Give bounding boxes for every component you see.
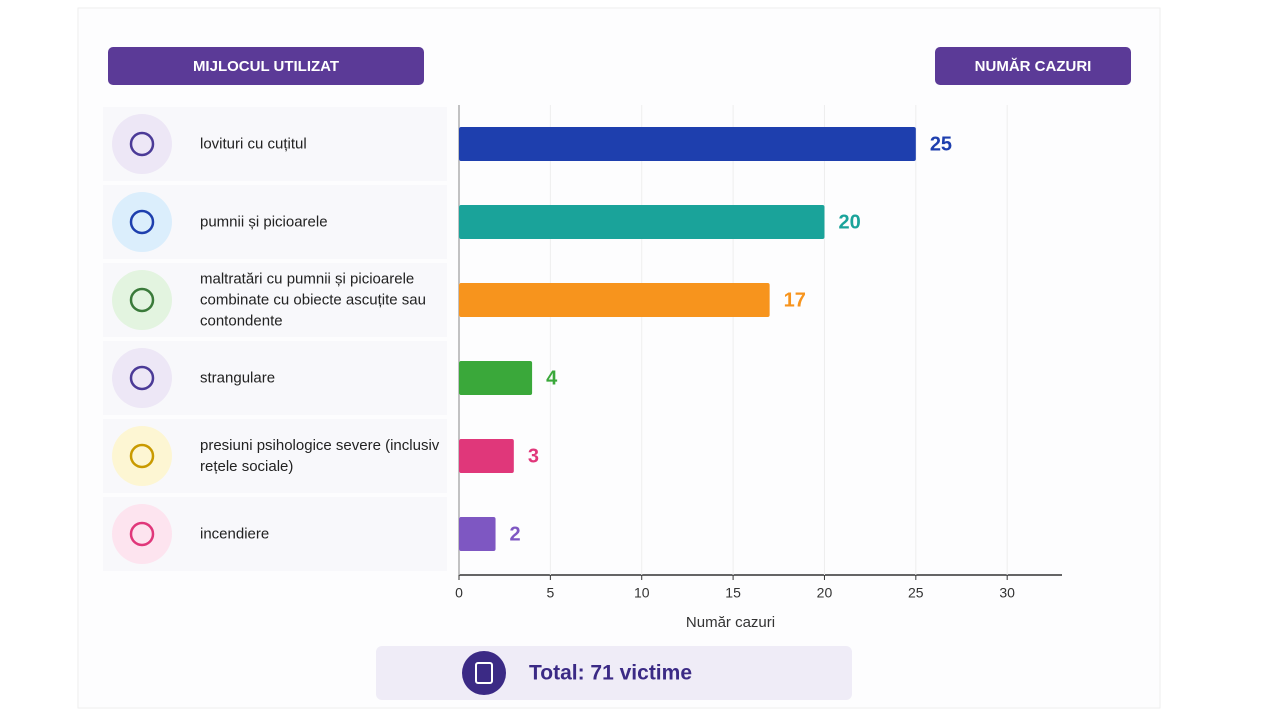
value-label: 25 [930, 133, 952, 155]
icon [129, 209, 155, 235]
icon [129, 131, 155, 157]
bar [459, 517, 496, 551]
value-label: 20 [838, 211, 860, 233]
x-tick-label: 30 [999, 585, 1015, 601]
total-icon [462, 651, 506, 695]
icon [129, 287, 155, 313]
icon [129, 521, 155, 547]
category-label: presiuni psihologice severe (inclusiv re… [200, 437, 440, 475]
icon-bg [112, 192, 172, 252]
icon-bg [112, 426, 172, 486]
icon [129, 365, 155, 391]
category-label: lovituri cu cuțitul [200, 135, 307, 153]
icon-bg [112, 348, 172, 408]
x-tick-label: 10 [634, 585, 650, 601]
header-left: MIJLOCUL UTILIZAT [193, 58, 339, 75]
bar [459, 283, 770, 317]
bar [459, 127, 916, 161]
icon-bg [112, 504, 172, 564]
value-label: 3 [528, 445, 539, 467]
header-right: NUMĂR CAZURI [975, 58, 1092, 75]
bar [459, 361, 533, 395]
x-tick-label: 5 [546, 585, 554, 601]
x-axis-label: Număr cazuri [686, 614, 775, 631]
value-label: 2 [510, 523, 521, 545]
category-label: strangulare [200, 369, 276, 387]
bar [459, 205, 825, 239]
total-icon [475, 662, 493, 684]
icon-bg [112, 114, 172, 174]
x-tick-label: 15 [725, 585, 741, 601]
x-tick-label: 0 [455, 585, 463, 601]
icon [129, 443, 155, 469]
category-label: maltratări cu pumnii și picioarele combi… [200, 270, 426, 330]
category-label: incendiere [200, 525, 270, 543]
category-label: pumnii și picioarele [200, 213, 328, 231]
icon-bg [112, 270, 172, 330]
header-badge [935, 47, 1131, 85]
value-label: 17 [784, 289, 806, 311]
header-badge [108, 47, 424, 85]
bar [459, 439, 514, 473]
value-label: 4 [546, 367, 558, 389]
x-tick-label: 20 [817, 585, 833, 601]
x-tick-label: 25 [908, 585, 924, 601]
total-text: Total: 71 victime [529, 662, 692, 685]
